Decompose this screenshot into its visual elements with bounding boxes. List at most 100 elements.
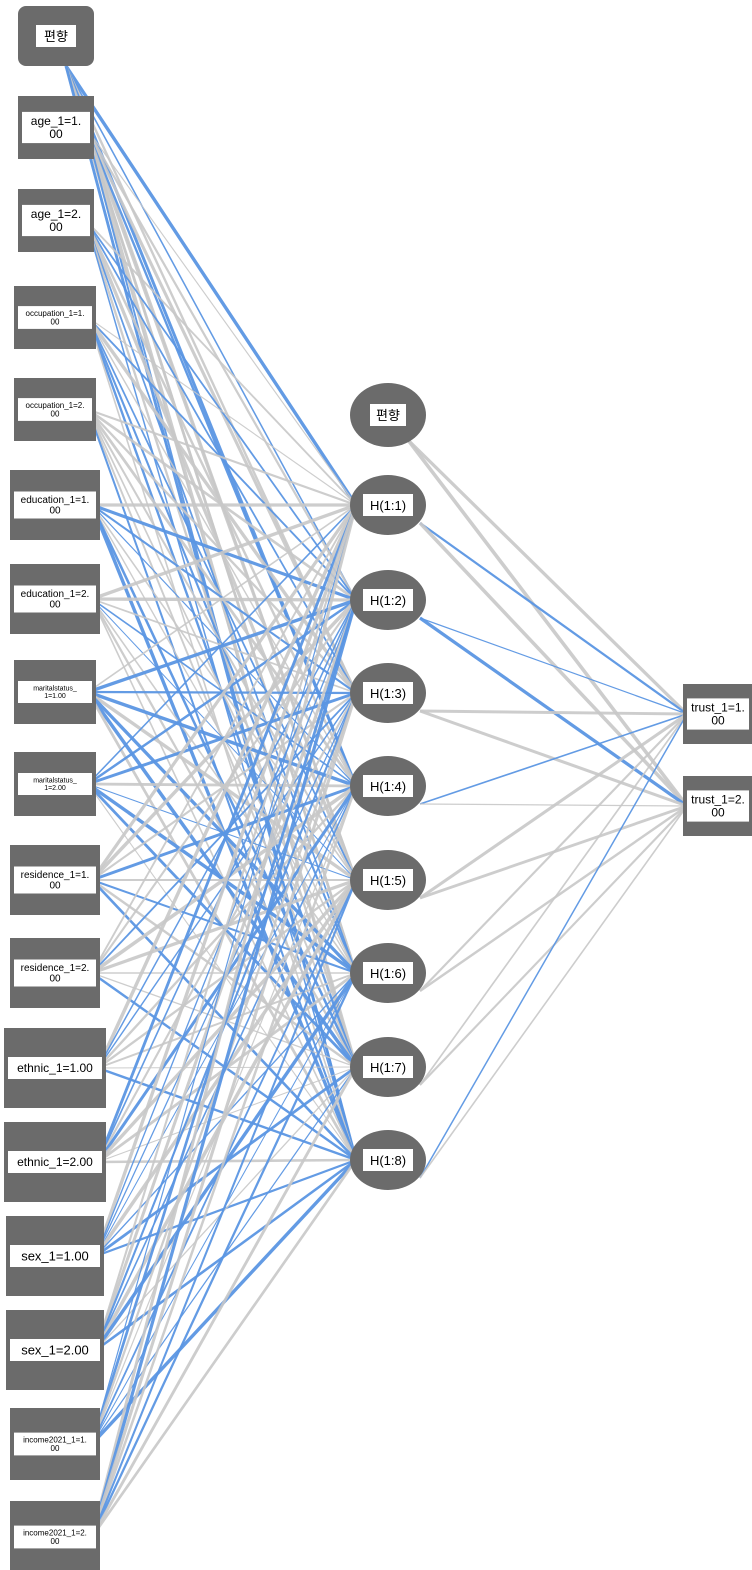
input-node-label-line: ethnic_1=1.00 [17, 1061, 93, 1075]
input-node-label-box [14, 959, 96, 987]
input-hidden-edge [91, 597, 357, 602]
hidden-output-edge [406, 438, 689, 716]
input-node-label-line: ethnic_1=2.00 [17, 1155, 93, 1169]
input-hidden-edge [87, 317, 357, 506]
hidden-output-edge [419, 713, 688, 805]
hidden-node: H(1:7) [350, 1037, 426, 1097]
input-node-label-box [18, 306, 92, 329]
input-node-label-box [14, 585, 96, 613]
input-node: ethnic_1=1.00 [4, 1028, 106, 1108]
hidden-node-label: H(1:3) [370, 686, 406, 701]
input-node-label-line: 00 [51, 317, 60, 326]
input-node-label-line: 00 [51, 409, 60, 418]
input-hidden-edge [91, 503, 357, 601]
input-node-label-box [10, 1339, 100, 1361]
hidden-node: H(1:3) [350, 663, 426, 723]
input-hidden-edge [87, 782, 357, 788]
input-node-label-box [14, 1525, 96, 1549]
input-node-label-box [10, 1245, 100, 1267]
hidden-node: H(1:5) [350, 850, 426, 910]
input-node-label-line: maritalstatus_ [33, 778, 77, 785]
input-hidden-edge [94, 972, 358, 1351]
input-node-label-line: 00 [49, 600, 61, 611]
input-hidden-edge [91, 504, 357, 974]
hidden-node-label-box [363, 494, 413, 516]
input-hidden-edge [90, 599, 358, 1538]
input-hidden-edge [96, 504, 358, 1163]
input-node-label-line: maritalstatus_ [33, 686, 77, 693]
input-node: residence_1=2.00 [10, 938, 100, 1008]
output-node-label-box [687, 790, 749, 822]
input-node-label-line: sex_1=1.00 [21, 1248, 89, 1263]
hidden-node-label-box [363, 589, 413, 611]
input-node: education_1=1.00 [10, 470, 100, 540]
hidden-node-label-box [363, 682, 413, 704]
hidden-bias-label-box [370, 404, 406, 426]
input-hidden-edge [95, 1158, 357, 1352]
input-hidden-edge [94, 599, 358, 1351]
hidden-output-edge [418, 521, 689, 808]
input-node: occupation_1=1.00 [14, 286, 96, 349]
input-node: age_1=2.00 [18, 189, 94, 252]
hidden-output-edge [419, 712, 688, 900]
input-node-label-line: 00 [49, 974, 61, 985]
input-node-label-line: 1=2.00 [44, 785, 66, 792]
hidden-node-label: H(1:4) [370, 779, 406, 794]
input-hidden-edge [87, 691, 357, 786]
input-node-label-line: age_1=2. [31, 207, 81, 221]
input-node-label-line: income2021_1=2. [23, 1528, 87, 1537]
output-node: trust_1=1.00 [683, 684, 752, 744]
hidden-bias-label: 편향 [376, 408, 400, 423]
output-node: trust_1=2.00 [683, 776, 752, 836]
output-node-label-line: 00 [711, 713, 725, 727]
input-node-label-line: occupation_1=2. [26, 401, 85, 410]
hidden-node: H(1:6) [350, 943, 426, 1003]
input-node-label-box [18, 398, 92, 421]
hidden-node-label: H(1:8) [370, 1153, 406, 1168]
input-node-label-box [22, 111, 90, 144]
input-bias-label-box [36, 25, 76, 47]
network-nodes: 편향age_1=1.00age_1=2.00occupation_1=1.00o… [4, 6, 752, 1570]
hidden-node-label-box [363, 869, 413, 891]
input-node-label-line: 00 [49, 127, 63, 141]
input-node: maritalstatus_1=1.00 [14, 660, 96, 724]
input-node-label-line: occupation_1=1. [26, 309, 85, 318]
input-node-label-line: residence_1=1. [21, 870, 90, 881]
input-node-label-line: 00 [49, 506, 61, 517]
input-node-label-box [8, 1151, 102, 1173]
input-node-label-line: 00 [49, 881, 61, 892]
input-hidden-edge [87, 316, 357, 601]
output-node-label-line: 00 [711, 805, 725, 819]
hidden-node-label-box [363, 962, 413, 984]
input-hidden-edge [94, 504, 358, 1351]
hidden-node-label: H(1:6) [370, 966, 406, 981]
input-bias-label: 편향 [44, 29, 68, 44]
hidden-node-label-box [363, 1149, 413, 1171]
output-node-label-box [687, 698, 749, 730]
input-node-label-line: education_1=1. [21, 495, 90, 506]
hidden-node-label: H(1:2) [370, 593, 406, 608]
hidden-node: H(1:8) [350, 1130, 426, 1190]
input-hidden-edge [90, 1066, 358, 1538]
hidden-output-edge [419, 713, 688, 992]
output-node-label-line: trust_1=1. [691, 701, 745, 715]
input-node-label-box [14, 866, 96, 894]
hidden-output-edge [419, 709, 688, 716]
input-node: sex_1=1.00 [6, 1216, 104, 1296]
hidden-node: H(1:2) [350, 570, 426, 630]
output-node-label-line: trust_1=2. [691, 793, 745, 807]
input-node: maritalstatus_1=2.00 [14, 752, 96, 816]
hidden-output-edge [419, 805, 688, 1179]
hidden-node-label-box [363, 1056, 413, 1078]
hidden-node: H(1:4) [350, 756, 426, 816]
input-node: age_1=1.00 [18, 96, 94, 159]
input-node: ethnic_1=2.00 [4, 1122, 106, 1202]
input-node: education_1=2.00 [10, 564, 100, 634]
input-hidden-edge [64, 65, 358, 506]
input-node-label-line: education_1=2. [21, 589, 90, 600]
input-node-label-box [22, 204, 90, 237]
input-node-label-box [14, 491, 96, 519]
input-node: occupation_1=2.00 [14, 378, 96, 441]
input-node-label-line: 1=1.00 [44, 693, 66, 700]
